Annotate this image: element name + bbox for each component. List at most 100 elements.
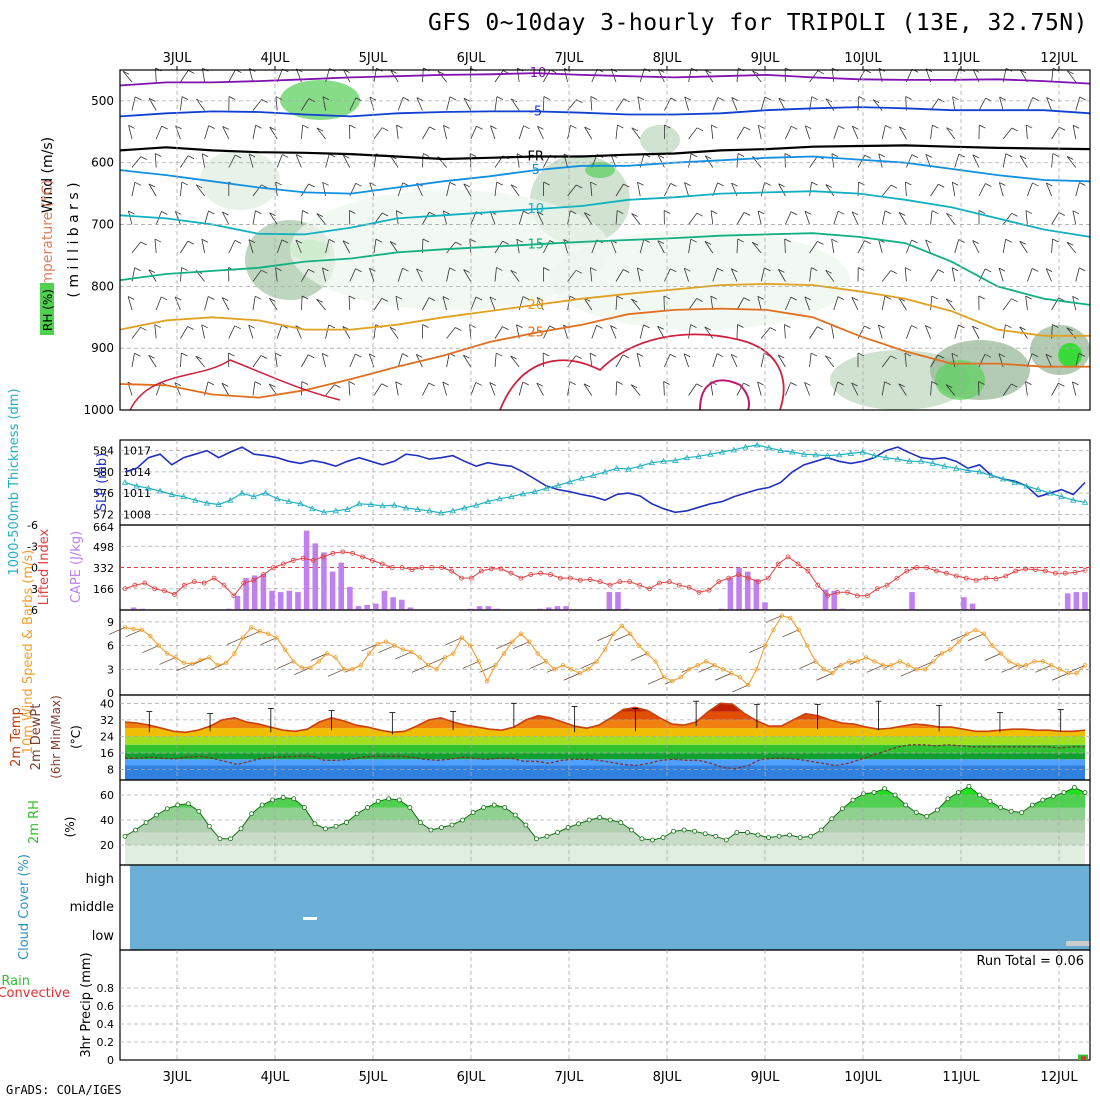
li-marker bbox=[538, 570, 544, 576]
wind-barb-flag bbox=[396, 124, 403, 129]
wind-barb-flag bbox=[469, 324, 476, 328]
temp-band bbox=[125, 736, 1085, 745]
wind10-marker bbox=[602, 647, 608, 652]
wind10-marker bbox=[889, 663, 894, 668]
axis-label-part: SLP (mb) bbox=[95, 453, 110, 512]
wind-barb-flag bbox=[945, 384, 953, 388]
wind-barb bbox=[442, 381, 447, 396]
wind-barb-flag bbox=[569, 295, 577, 300]
cape-bar bbox=[1082, 592, 1088, 610]
li-marker bbox=[459, 575, 464, 581]
bottom-date-label: 5JUL bbox=[359, 1070, 389, 1085]
wind-barb-flag bbox=[576, 99, 583, 103]
rh-marker bbox=[681, 827, 687, 833]
wind10-barb bbox=[900, 668, 917, 677]
wind-barb bbox=[688, 127, 698, 140]
wind-barb bbox=[342, 240, 351, 254]
wind-barb bbox=[154, 324, 157, 339]
thickness-marker bbox=[215, 501, 222, 507]
cape-bar bbox=[961, 597, 967, 610]
pressure-tick-label: 700 bbox=[91, 218, 114, 232]
thickness-marker bbox=[285, 498, 293, 505]
li-marker bbox=[884, 582, 890, 588]
wind-barb bbox=[951, 267, 956, 282]
wind10-marker bbox=[695, 663, 700, 668]
wind-barb-flag bbox=[537, 125, 544, 130]
thickness-marker bbox=[625, 465, 632, 472]
wind10-marker bbox=[1015, 663, 1020, 668]
rh-marker bbox=[523, 822, 529, 828]
wind10-marker bbox=[830, 671, 835, 676]
thickness-marker bbox=[660, 457, 667, 464]
wind10-barb bbox=[715, 672, 732, 681]
bottom-date-label: 6JUL bbox=[457, 1070, 487, 1085]
wind-barb bbox=[610, 325, 617, 339]
li-marker bbox=[795, 561, 801, 567]
wind-barb-flag bbox=[222, 297, 229, 301]
wind-barb-flag bbox=[1005, 238, 1012, 243]
wind-barb bbox=[688, 153, 692, 168]
wind10-marker bbox=[644, 651, 650, 656]
thickness-tick-label: 580 bbox=[93, 466, 114, 479]
cape-bar bbox=[295, 592, 301, 610]
wind10-marker bbox=[872, 659, 877, 664]
bottom-date-label: 12JUL bbox=[1040, 1070, 1078, 1085]
wind-barb bbox=[276, 325, 283, 339]
rh-marker bbox=[1072, 785, 1077, 790]
thickness-marker bbox=[1046, 489, 1054, 496]
wind-barb bbox=[422, 212, 430, 225]
wind10-marker bbox=[670, 678, 675, 684]
wind-barb-flag bbox=[1079, 182, 1086, 186]
wind-barb bbox=[180, 70, 189, 83]
rh-marker bbox=[1029, 802, 1035, 808]
li-marker bbox=[271, 565, 276, 570]
wind10-barb bbox=[462, 661, 479, 669]
wind-barb bbox=[301, 98, 310, 111]
wind-barb-flag bbox=[496, 181, 503, 186]
rh-legend-swatch bbox=[40, 283, 54, 335]
rh-marker bbox=[333, 823, 339, 829]
wind-barb-flag bbox=[1058, 126, 1066, 131]
li-marker bbox=[696, 589, 702, 595]
wind-barb-flag bbox=[455, 327, 462, 331]
wind-barb-flag bbox=[523, 210, 530, 215]
wind-barb bbox=[857, 96, 860, 111]
wind-barb-flag bbox=[207, 381, 215, 386]
li-marker bbox=[815, 582, 821, 588]
wind-barb-flag bbox=[1026, 124, 1033, 129]
wind-barb bbox=[155, 125, 163, 140]
wind-barb-flag bbox=[791, 125, 798, 130]
wind-barb bbox=[180, 182, 183, 197]
wind-barb bbox=[470, 382, 477, 396]
wind-barb bbox=[470, 296, 477, 311]
rh-band bbox=[125, 807, 1085, 820]
wind-barb bbox=[510, 184, 520, 197]
wind-barb bbox=[615, 354, 624, 368]
wind-barb-flag bbox=[784, 238, 791, 243]
wind10-marker bbox=[687, 667, 692, 672]
wind10-marker bbox=[434, 667, 439, 672]
rh-marker bbox=[660, 835, 666, 840]
wind-barb bbox=[851, 297, 859, 311]
wind10-marker bbox=[274, 635, 279, 640]
wind-barb-flag bbox=[181, 352, 188, 357]
wind-barb bbox=[131, 353, 135, 368]
li-marker bbox=[310, 558, 316, 563]
wind-barb bbox=[252, 381, 256, 396]
wind-barb-flag bbox=[496, 267, 503, 271]
axis-label: Temperature (°C) bbox=[40, 180, 56, 302]
bottom-date-label: 9JUL bbox=[751, 1070, 781, 1085]
pressure-tick-label: 900 bbox=[91, 341, 114, 355]
thickness-marker bbox=[824, 452, 831, 458]
wind-barb bbox=[760, 182, 765, 197]
wind-barb-flag bbox=[717, 182, 724, 187]
wind-barb bbox=[494, 353, 497, 368]
li-marker bbox=[647, 586, 652, 592]
wind-barb-flag bbox=[148, 183, 156, 188]
li-marker bbox=[132, 582, 138, 588]
upper-panel: -10 -5 FR5 10 15 20 25 bbox=[119, 66, 1091, 411]
wind-barb-flag bbox=[584, 126, 591, 131]
wind-barb-flag bbox=[429, 126, 436, 131]
thickness-marker bbox=[1070, 496, 1077, 503]
rh-unit: (%) bbox=[63, 817, 77, 838]
